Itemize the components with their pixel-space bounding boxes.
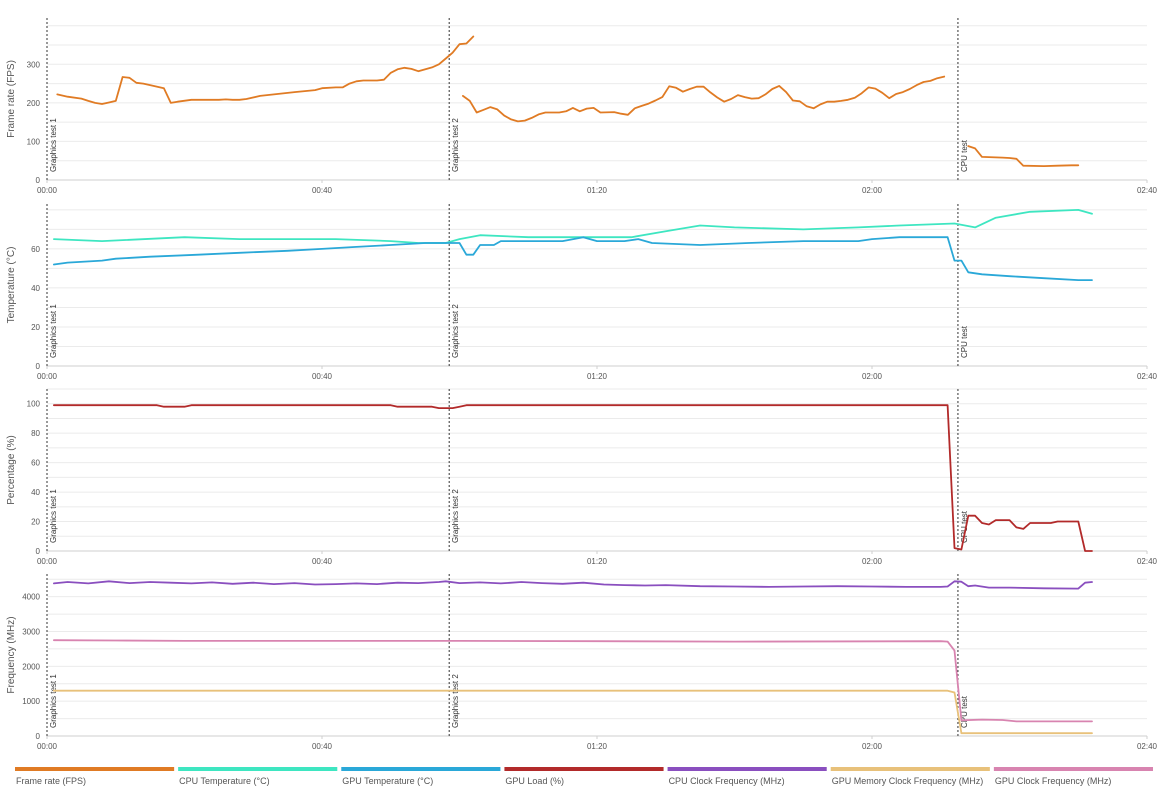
series-line — [53, 236, 1093, 282]
x-tick-label: 00:00 — [37, 186, 58, 195]
x-tick-label: 00:40 — [312, 186, 333, 195]
series-line — [53, 404, 1093, 552]
legend-label: CPU Temperature (°C) — [179, 776, 269, 786]
legend-swatch — [178, 767, 338, 771]
y-axis-title: Frequency (MHz) — [6, 616, 17, 693]
y-tick-label: 0 — [36, 176, 41, 185]
y-tick-label: 20 — [31, 518, 40, 527]
y-tick-label: 100 — [27, 137, 41, 146]
y-tick-label: 60 — [31, 459, 40, 468]
series-line — [56, 35, 475, 105]
test-marker-label: Graphics test 2 — [451, 118, 460, 172]
y-axis-title: Percentage (%) — [6, 435, 17, 504]
series-line — [53, 208, 1093, 244]
y-tick-label: 60 — [31, 245, 40, 254]
series-line — [53, 580, 1093, 590]
test-marker-label: Graphics test 1 — [49, 489, 58, 543]
test-marker-label: CPU test — [960, 139, 969, 172]
test-marker-label: Graphics test 2 — [451, 304, 460, 358]
legend-swatch — [993, 767, 1153, 771]
x-tick-label: 02:40 — [1137, 557, 1158, 566]
legend-swatch — [341, 767, 501, 771]
y-tick-label: 0 — [36, 362, 41, 371]
legend-label: GPU Load (%) — [505, 776, 564, 786]
x-tick-label: 00:00 — [37, 372, 58, 381]
x-tick-label: 01:20 — [587, 742, 608, 751]
x-tick-label: 02:00 — [862, 186, 883, 195]
legend-swatch — [15, 767, 175, 771]
test-marker-label: CPU test — [960, 510, 969, 543]
test-marker-label: CPU test — [960, 325, 969, 358]
y-tick-label: 4000 — [22, 593, 40, 602]
x-tick-label: 02:40 — [1137, 372, 1158, 381]
test-marker-label: Graphics test 1 — [49, 118, 58, 172]
series-line — [461, 75, 946, 123]
x-tick-label: 02:40 — [1137, 742, 1158, 751]
legend-swatch — [667, 767, 827, 771]
x-tick-label: 01:20 — [587, 186, 608, 195]
legend-label: GPU Clock Frequency (MHz) — [995, 776, 1112, 786]
test-marker-label: Graphics test 1 — [49, 304, 58, 358]
x-tick-label: 00:40 — [312, 372, 333, 381]
x-tick-label: 02:40 — [1137, 186, 1158, 195]
y-tick-label: 0 — [36, 732, 41, 741]
y-tick-label: 300 — [27, 60, 41, 69]
y-axis-title: Temperature (°C) — [6, 247, 17, 324]
y-tick-label: 3000 — [22, 627, 40, 636]
y-tick-label: 20 — [31, 323, 40, 332]
y-tick-label: 0 — [36, 547, 41, 556]
legend-label: Frame rate (FPS) — [16, 776, 86, 786]
x-tick-label: 01:20 — [587, 557, 608, 566]
y-tick-label: 80 — [31, 429, 40, 438]
x-tick-label: 00:00 — [37, 742, 58, 751]
legend-swatch — [504, 767, 664, 771]
test-marker-label: Graphics test 2 — [451, 674, 460, 728]
y-tick-label: 40 — [31, 284, 40, 293]
y-tick-label: 40 — [31, 488, 40, 497]
legend-label: CPU Clock Frequency (MHz) — [669, 776, 785, 786]
y-tick-label: 2000 — [22, 662, 40, 671]
series-line — [53, 639, 1093, 723]
x-tick-label: 01:20 — [587, 372, 608, 381]
x-tick-label: 00:40 — [312, 557, 333, 566]
x-tick-label: 00:40 — [312, 742, 333, 751]
series-line — [53, 689, 1093, 735]
test-marker-label: CPU test — [960, 695, 969, 728]
x-tick-label: 00:00 — [37, 557, 58, 566]
y-axis-title: Frame rate (FPS) — [6, 60, 17, 138]
test-marker-label: Graphics test 1 — [49, 674, 58, 728]
legend-swatch — [830, 767, 990, 771]
y-tick-label: 1000 — [22, 697, 40, 706]
y-tick-label: 200 — [27, 99, 41, 108]
y-tick-label: 100 — [27, 400, 41, 409]
x-tick-label: 02:00 — [862, 742, 883, 751]
legend-label: GPU Memory Clock Frequency (MHz) — [832, 776, 984, 786]
legend-label: GPU Temperature (°C) — [342, 776, 433, 786]
test-marker-label: Graphics test 2 — [451, 489, 460, 543]
x-tick-label: 02:00 — [862, 372, 883, 381]
series-line — [967, 145, 1080, 168]
x-tick-label: 02:00 — [862, 557, 883, 566]
